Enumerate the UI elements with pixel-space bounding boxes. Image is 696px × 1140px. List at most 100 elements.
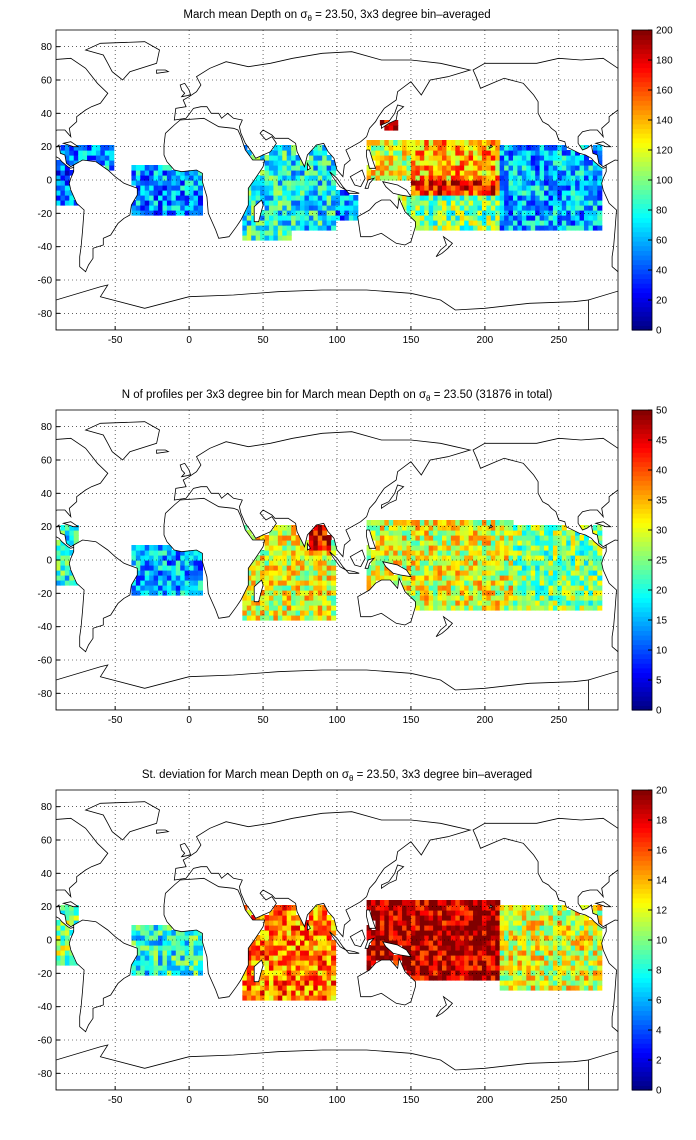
data-cell — [242, 600, 248, 606]
data-cell — [255, 955, 261, 961]
data-cell — [273, 940, 279, 946]
data-cell — [464, 915, 470, 921]
data-cell — [539, 595, 545, 601]
data-cell — [184, 555, 190, 561]
data-cell — [162, 935, 168, 941]
data-cell — [583, 590, 590, 596]
data-cell — [415, 940, 421, 946]
data-cell — [135, 190, 141, 196]
data-cell — [477, 960, 483, 966]
colorbar-tick-label: 0 — [656, 326, 662, 337]
data-cell — [379, 930, 385, 936]
data-cell — [597, 540, 603, 546]
data-cell — [60, 575, 66, 581]
data-cell — [331, 995, 337, 1001]
data-cell — [579, 550, 585, 556]
data-cell — [180, 180, 186, 186]
data-cell — [171, 190, 177, 196]
data-cell — [264, 950, 270, 956]
data-cell — [317, 200, 323, 206]
data-cell — [499, 225, 505, 231]
data-cell — [282, 615, 288, 621]
data-cell — [184, 210, 190, 216]
data-cell — [371, 950, 377, 956]
data-cell — [588, 925, 594, 931]
data-cell — [415, 950, 421, 956]
data-cell — [286, 235, 292, 241]
data-cell — [433, 595, 439, 601]
data-cell — [251, 610, 257, 616]
data-cell — [566, 980, 572, 986]
data-cell — [410, 975, 416, 981]
data-cell — [557, 540, 563, 546]
data-cell — [291, 210, 297, 216]
data-cell — [326, 160, 332, 166]
colorbar-segment — [632, 480, 652, 486]
data-cell — [375, 930, 381, 936]
data-cell — [535, 550, 541, 556]
data-cell — [526, 525, 532, 531]
data-cell — [197, 965, 204, 971]
data-cells — [56, 120, 603, 241]
data-cell — [424, 945, 430, 951]
data-cell — [260, 550, 266, 556]
data-cell — [326, 960, 332, 966]
data-cell — [597, 185, 603, 191]
data-cell — [193, 960, 199, 966]
data-cell — [495, 165, 501, 171]
data-cell — [158, 185, 164, 191]
data-cell — [428, 605, 434, 611]
data-cell — [544, 555, 550, 561]
data-cell — [566, 150, 572, 156]
data-cell — [277, 200, 283, 206]
data-cell — [366, 580, 372, 586]
data-cell — [286, 145, 292, 151]
data-cell — [419, 920, 425, 926]
data-cell — [255, 565, 261, 571]
data-cell — [322, 185, 328, 191]
data-cell — [597, 180, 603, 186]
data-cell — [308, 920, 314, 926]
data-cell — [579, 165, 585, 171]
data-cell — [464, 535, 470, 541]
data-cell — [313, 995, 319, 1001]
data-cell — [508, 955, 514, 961]
data-cell — [437, 210, 443, 216]
data-cell — [490, 925, 496, 931]
data-cell — [268, 915, 275, 921]
data-cell — [246, 570, 252, 576]
data-cell — [95, 155, 101, 161]
data-cell — [597, 950, 603, 956]
data-cell — [379, 520, 385, 526]
data-cell — [575, 210, 581, 216]
data-cell — [277, 995, 283, 1001]
data-cell — [579, 560, 585, 566]
colorbar-segment — [632, 790, 652, 796]
data-cell — [508, 600, 514, 606]
data-cell — [530, 945, 536, 951]
data-cell — [592, 910, 598, 916]
data-cell — [282, 910, 288, 916]
data-cell — [410, 155, 416, 161]
data-cell — [78, 145, 84, 151]
data-cell — [410, 545, 416, 551]
data-cell — [459, 145, 465, 151]
data-cell — [526, 170, 532, 176]
data-cell — [140, 940, 146, 946]
data-cell — [251, 210, 257, 216]
data-cell — [379, 120, 385, 126]
data-cell — [508, 550, 514, 556]
data-cell — [308, 610, 314, 616]
data-cell — [459, 165, 465, 171]
data-cell — [375, 155, 381, 161]
data-cell — [277, 235, 283, 241]
data-cell — [158, 210, 164, 216]
data-cell — [282, 180, 288, 186]
data-cell — [468, 175, 474, 181]
data-cell — [490, 225, 496, 231]
data-cell — [566, 535, 572, 541]
data-cell — [552, 530, 558, 536]
data-cell — [295, 550, 301, 556]
data-cell — [273, 975, 279, 981]
data-cell — [455, 160, 461, 166]
